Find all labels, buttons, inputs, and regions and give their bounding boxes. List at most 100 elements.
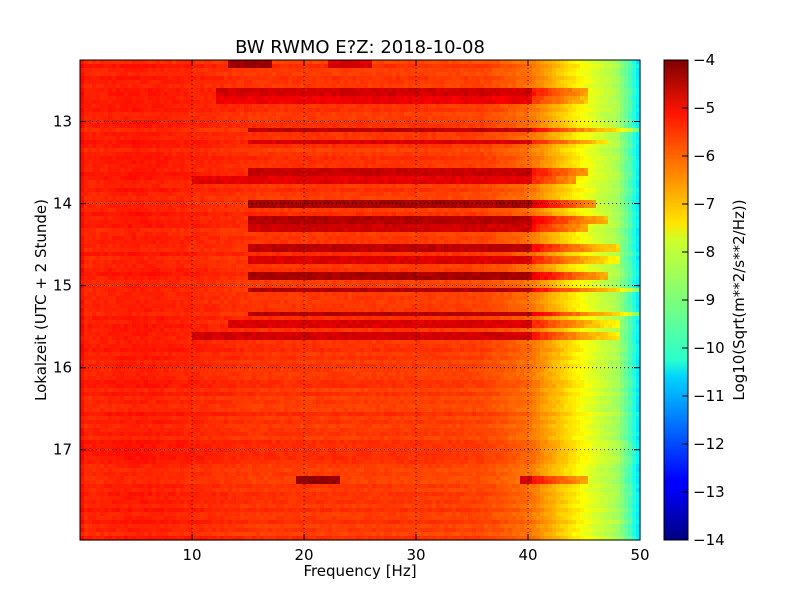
heatmap-cell [556,132,561,137]
heatmap-cell [384,184,389,189]
heatmap-cell [428,156,433,161]
heatmap-cell [280,60,285,65]
heatmap-cell [372,68,377,73]
heatmap-cell [604,188,609,193]
heatmap-cell [224,96,229,101]
heatmap-cell [248,120,253,125]
heatmap-cell [168,80,173,85]
heatmap-cell [244,96,249,101]
heatmap-cell [592,128,597,133]
heatmap-cell [164,188,169,193]
heatmap-cell [276,108,281,113]
heatmap-cell [620,64,625,69]
heatmap-cell [376,124,381,129]
heatmap-cell [600,84,605,89]
heatmap-cell [240,184,245,189]
heatmap-cell [304,96,309,101]
heatmap-cell [448,152,453,157]
heatmap-cell [400,152,405,157]
heatmap-cell [216,152,221,157]
heatmap-cell [608,100,613,105]
heatmap-cell [168,156,173,161]
heatmap-cell [292,128,297,133]
heatmap-cell [624,72,629,77]
heatmap-cell [628,164,633,169]
heatmap-cell [448,136,453,141]
heatmap-cell [536,96,541,101]
heatmap-cell [632,112,637,117]
heatmap-cell [132,200,137,205]
heatmap-cell [352,100,357,105]
heatmap-cell [472,192,477,197]
heatmap-cell [372,96,377,101]
heatmap-cell [548,84,553,89]
heatmap-cell [408,108,413,113]
heatmap-cell [132,156,137,161]
heatmap-cell [492,164,497,169]
heatmap-cell [160,172,165,177]
heatmap-cell [280,96,285,101]
heatmap-cell [632,172,637,177]
heatmap-cell [212,152,217,157]
heatmap-cell [280,136,285,141]
heatmap-cell [508,120,513,125]
heatmap-cell [88,60,93,65]
heatmap-cell [596,144,601,149]
heatmap-cell [92,100,97,105]
heatmap-cell [348,132,353,137]
heatmap-cell [376,152,381,157]
heatmap-cell [468,140,473,145]
heatmap-cell [148,116,153,121]
heatmap-cell [324,92,329,97]
heatmap-cell [236,180,241,185]
heatmap-cell [236,96,241,101]
heatmap-cell [360,60,365,65]
heatmap-cell [348,196,353,201]
heatmap-cell [576,80,581,85]
heatmap-cell [116,68,121,73]
heatmap-cell [584,196,589,201]
heatmap-cell [580,68,585,73]
heatmap-cell [504,80,509,85]
heatmap-cell [128,160,133,165]
heatmap-cell [424,124,429,129]
heatmap-cell [344,156,349,161]
heatmap-cell [132,108,137,113]
heatmap-cell [480,172,485,177]
heatmap-cell [400,100,405,105]
heatmap-cell [256,72,261,77]
heatmap-cell [136,172,141,177]
heatmap-cell [328,192,333,197]
heatmap-cell [208,112,213,117]
heatmap-cell [340,168,345,173]
heatmap-cell [552,80,557,85]
heatmap-cell [560,168,565,173]
heatmap-cell [392,84,397,89]
heatmap-cell [112,80,117,85]
heatmap-cell [212,172,217,177]
heatmap-cell [504,64,509,69]
heatmap-cell [380,180,385,185]
heatmap-cell [376,64,381,69]
heatmap-cell [268,132,273,137]
heatmap-cell [484,140,489,145]
heatmap-cell [332,196,337,201]
heatmap-cell [568,188,573,193]
heatmap-cell [448,172,453,177]
heatmap-cell [272,196,277,201]
heatmap-cell [180,68,185,73]
heatmap-cell [328,100,333,105]
heatmap-cell [532,180,537,185]
heatmap-cell [516,184,521,189]
heatmap-cell [368,128,373,133]
heatmap-cell [460,132,465,137]
heatmap-cell [316,120,321,125]
heatmap-cell [508,84,513,89]
heatmap-cell [380,188,385,193]
heatmap-cell [216,168,221,173]
heatmap-cell [512,92,517,97]
heatmap-cell [496,92,501,97]
heatmap-cell [448,188,453,193]
heatmap-cell [468,160,473,165]
heatmap-cell [128,140,133,145]
